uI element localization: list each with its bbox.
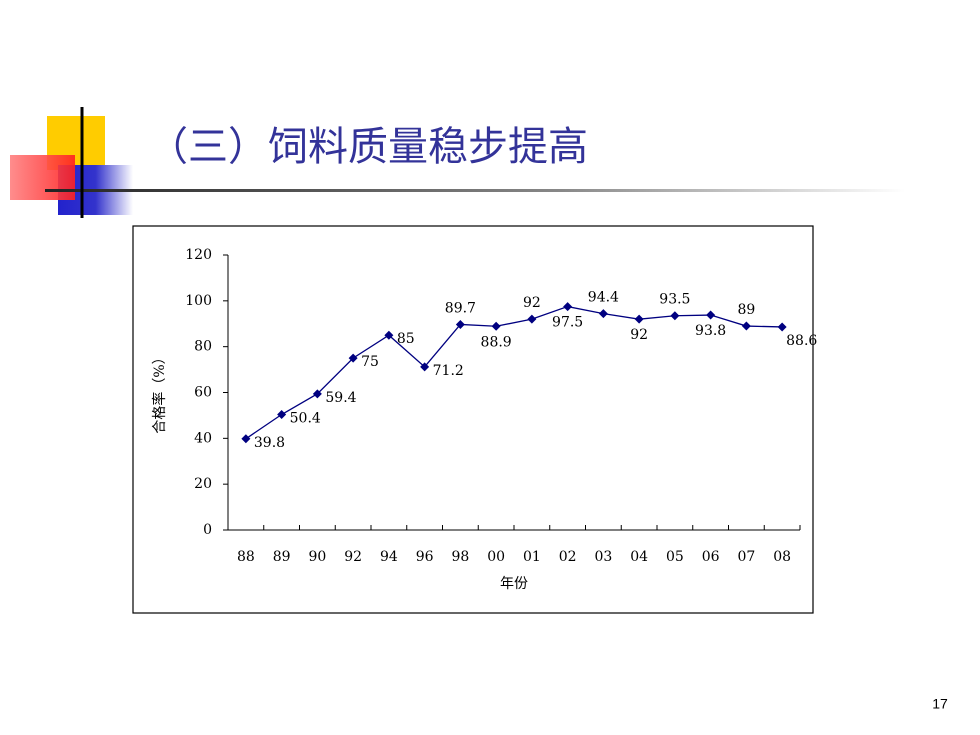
value-label: 85 — [397, 331, 415, 347]
y-tick-label: 100 — [185, 293, 212, 309]
x-tick-label: 89 — [273, 549, 291, 565]
x-tick-label: 98 — [451, 549, 469, 565]
x-tick-label: 02 — [559, 549, 577, 565]
marker — [777, 322, 787, 332]
chart-frame — [132, 225, 814, 614]
x-tick-label: 94 — [380, 549, 398, 565]
y-axis-label: 合格率（%） — [151, 350, 168, 433]
title-rule — [45, 189, 905, 192]
marker — [706, 310, 716, 320]
deco-red — [10, 155, 75, 200]
y-tick-label: 80 — [194, 339, 212, 355]
value-label: 75 — [361, 354, 379, 370]
value-label: 97.5 — [552, 315, 583, 331]
marker — [670, 311, 680, 321]
y-tick-label: 120 — [185, 247, 212, 263]
marker — [348, 353, 358, 363]
marker — [598, 309, 608, 319]
x-tick-label: 04 — [630, 549, 648, 565]
y-tick-label: 40 — [194, 430, 212, 446]
y-tick-label: 60 — [194, 385, 212, 401]
x-tick-label: 06 — [702, 549, 720, 565]
x-tick-label: 08 — [773, 549, 791, 565]
marker — [241, 434, 251, 444]
value-label: 71.2 — [433, 363, 464, 379]
value-label: 59.4 — [325, 390, 356, 406]
slide-title: （三）饲料质量稳步提高 — [148, 124, 588, 170]
marker — [420, 362, 430, 372]
x-tick-label: 03 — [594, 549, 612, 565]
x-tick-label: 96 — [416, 549, 434, 565]
y-tick-label: 0 — [203, 522, 212, 538]
marker — [527, 314, 537, 324]
value-label: 88.6 — [786, 333, 817, 349]
marker — [491, 321, 501, 331]
value-label: 89.7 — [445, 300, 476, 316]
x-tick-label: 00 — [487, 549, 505, 565]
x-tick-label: 01 — [523, 549, 541, 565]
value-label: 92 — [630, 327, 648, 343]
value-label: 50.4 — [290, 411, 321, 427]
line — [245, 305, 783, 440]
marker — [277, 410, 287, 419]
marker — [741, 321, 751, 331]
y-tick-label: 20 — [194, 476, 212, 492]
marker — [455, 319, 465, 329]
x-tick-label: 07 — [737, 549, 755, 565]
marker — [634, 314, 644, 324]
value-label: 94.4 — [588, 290, 619, 306]
value-label: 88.9 — [481, 334, 512, 350]
value-label: 93.8 — [695, 323, 726, 339]
value-label: 89 — [737, 302, 755, 318]
value-label: 39.8 — [254, 435, 285, 451]
x-tick-label: 90 — [308, 549, 326, 565]
x-tick-label: 88 — [237, 549, 255, 565]
page-number: 17 — [932, 696, 948, 712]
x-tick-label: 05 — [666, 549, 684, 565]
marker — [563, 302, 573, 312]
value-label: 93.5 — [659, 292, 690, 308]
marker — [384, 330, 394, 340]
marker — [312, 389, 322, 399]
x-tick-label: 92 — [344, 549, 362, 565]
value-label: 92 — [523, 295, 541, 311]
x-axis-label: 年份 — [500, 576, 528, 592]
